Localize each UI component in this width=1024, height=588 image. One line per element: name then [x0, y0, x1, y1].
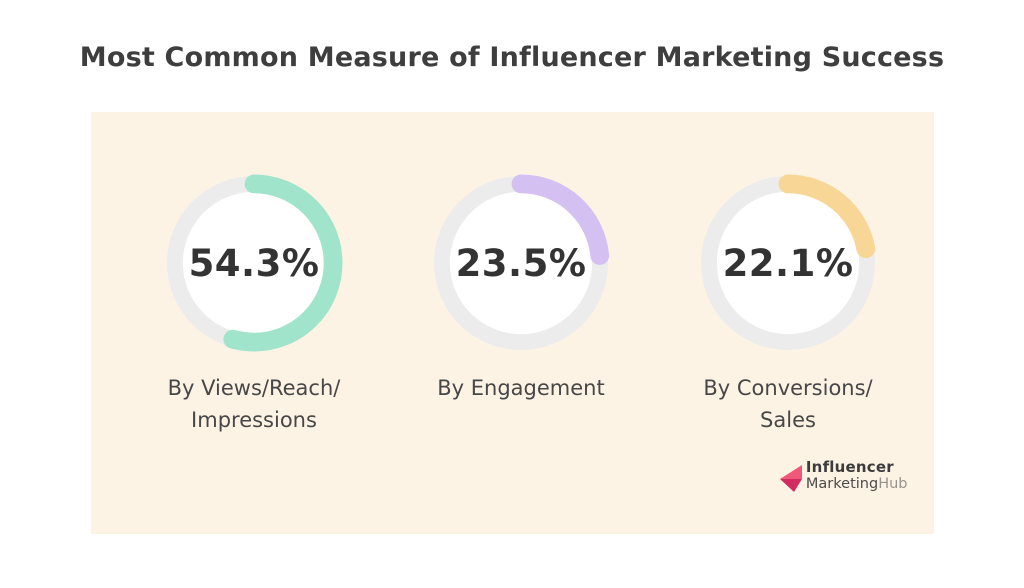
chart-title: Most Common Measure of Influencer Market…: [79, 42, 945, 73]
logo-line1: Influencer: [805, 458, 894, 476]
donut-col-conversions-sales: 22.1% By Conversions/ Sales: [655, 174, 922, 436]
donut-col-engagement: 23.5% By Engagement: [388, 174, 655, 436]
logo-text: Influencer MarketingHub: [806, 459, 908, 493]
donut-arc: [165, 174, 343, 352]
donut-ring-svg: [165, 174, 343, 352]
donut-ring-svg: [432, 174, 610, 352]
influencer-marketinghub-arrow-icon: [779, 465, 802, 492]
donut-label: By Engagement: [437, 372, 604, 404]
donut-value: 54.3%: [188, 241, 320, 285]
donut-inner-disc: [182, 191, 326, 335]
donut-label: By Conversions/ Sales: [703, 372, 872, 436]
donut-col-views-reach-impressions: 54.3% By Views/Reach/ Impressions: [121, 174, 388, 436]
donut-inner-disc: [449, 191, 593, 335]
brand-logo: Influencer MarketingHub: [779, 459, 908, 494]
donut-inner-disc: [716, 191, 860, 335]
chart-card: 54.3% By Views/Reach/ Impressions 23.5% …: [90, 112, 934, 534]
donut-value: 23.5%: [455, 241, 587, 285]
logo-hub: Hub: [878, 476, 908, 492]
donut-label-line1: By Engagement: [437, 376, 605, 400]
donut-arc: [699, 174, 877, 352]
donut-ring-svg: [699, 174, 877, 352]
donut-label: By Views/Reach/ Impressions: [168, 372, 341, 436]
donut-label-line1: By Views/Reach/: [167, 376, 341, 400]
donut-chart-engagement: 23.5%: [432, 174, 610, 352]
donut-value: 22.1%: [722, 241, 854, 285]
donut-label-line1: By Conversions/: [703, 376, 873, 400]
logo-marketing: Marketing: [805, 476, 879, 492]
donut-row: 54.3% By Views/Reach/ Impressions 23.5% …: [91, 112, 934, 436]
donut-label-line2: Impressions: [191, 408, 317, 432]
donut-arc: [432, 174, 610, 352]
logo-line2: MarketingHub: [806, 476, 908, 493]
donut-chart-conversions: 22.1%: [699, 174, 877, 352]
logo-arrow-top: [779, 465, 802, 479]
logo-arrow-bottom: [779, 479, 802, 492]
donut-label-line2: Sales: [760, 408, 816, 432]
donut-chart-views: 54.3%: [165, 174, 343, 352]
